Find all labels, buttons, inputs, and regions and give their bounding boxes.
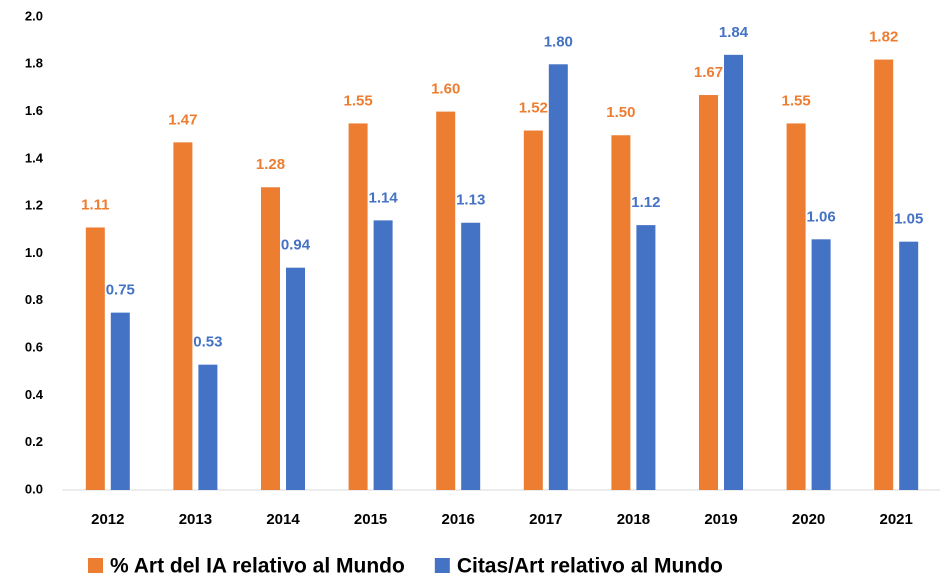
y-tick-label: 1.8: [25, 56, 43, 71]
bar: [811, 239, 831, 490]
value-label: 1.82: [869, 29, 898, 46]
legend-label: Citas/Art relativo al Mundo: [457, 555, 723, 578]
value-label: 0.94: [281, 237, 311, 254]
bar: [261, 187, 280, 490]
x-tick-label: 2017: [529, 511, 562, 528]
value-label: 1.28: [256, 156, 285, 173]
bar: [523, 130, 543, 490]
bar: [786, 123, 806, 491]
value-label: 0.75: [106, 282, 135, 299]
x-tick-label: 2020: [792, 511, 825, 528]
value-label: 1.84: [719, 24, 749, 41]
bar: [636, 225, 656, 490]
x-tick-label: 2015: [354, 511, 387, 528]
y-tick-label: 1.2: [25, 198, 43, 213]
bar: [899, 241, 919, 490]
bar: [436, 111, 456, 490]
y-tick-label: 1.0: [25, 245, 43, 260]
y-tick-label: 1.4: [25, 150, 44, 165]
value-label: 1.12: [631, 194, 660, 211]
bar: [548, 64, 568, 491]
x-tick-label: 2016: [442, 511, 475, 528]
value-label: 1.13: [456, 192, 485, 209]
y-tick-label: 0.2: [25, 434, 43, 449]
value-label: 0.53: [193, 334, 222, 351]
value-label: 1.47: [168, 111, 197, 128]
value-label: 1.67: [694, 64, 723, 81]
legend-label: % Art del IA relativo al Mundo: [110, 555, 405, 578]
value-label: 1.55: [343, 92, 372, 109]
bar: [110, 312, 130, 490]
y-tick-label: 0.0: [25, 481, 43, 496]
value-label: 1.55: [781, 92, 810, 109]
legend-swatch: [434, 558, 450, 573]
x-tick-label: 2018: [617, 511, 650, 528]
x-tick-label: 2021: [880, 511, 913, 528]
x-tick-label: 2012: [91, 511, 124, 528]
y-tick-label: 2.0: [25, 8, 43, 23]
bar: [286, 267, 305, 490]
bar: [611, 135, 631, 490]
bar: [699, 95, 718, 491]
value-label: 1.06: [806, 208, 835, 225]
bar: [724, 54, 743, 491]
value-label: 1.14: [368, 189, 398, 206]
value-label: 1.80: [544, 33, 573, 50]
y-tick-label: 0.6: [25, 340, 43, 355]
x-tick-label: 2013: [179, 511, 212, 528]
value-label: 1.50: [606, 104, 635, 121]
bar: [373, 220, 393, 490]
bar: [198, 364, 218, 490]
value-label: 1.05: [894, 211, 923, 228]
legend-swatch: [88, 558, 103, 573]
y-tick-label: 0.4: [25, 387, 44, 402]
bar: [173, 142, 193, 490]
x-tick-label: 2014: [266, 511, 300, 528]
bar: [461, 222, 481, 490]
value-label: 1.52: [519, 99, 548, 116]
value-label: 1.60: [431, 81, 460, 98]
y-tick-label: 1.6: [25, 103, 43, 118]
bar: [874, 59, 894, 490]
value-label: 1.11: [81, 196, 109, 213]
x-tick-label: 2019: [704, 511, 737, 528]
bar: [348, 123, 368, 491]
y-tick-label: 0.8: [25, 292, 43, 307]
bar: [85, 227, 105, 491]
